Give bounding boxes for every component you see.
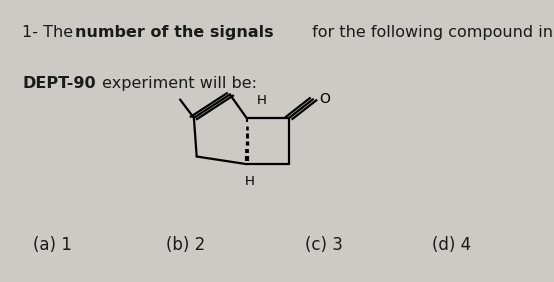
Text: experiment will be:: experiment will be: [97, 76, 257, 91]
Text: (c) 3: (c) 3 [305, 236, 342, 254]
Text: 1- The: 1- The [22, 25, 79, 40]
Text: (a) 1: (a) 1 [33, 236, 72, 254]
Text: (b) 2: (b) 2 [166, 236, 206, 254]
Text: H: H [257, 94, 266, 107]
Text: (d) 4: (d) 4 [432, 236, 471, 254]
Text: O: O [320, 92, 331, 106]
Text: for the following compound in: for the following compound in [307, 25, 553, 40]
Text: DEPT-90: DEPT-90 [22, 76, 96, 91]
Text: number of the signals: number of the signals [75, 25, 274, 40]
Text: H: H [244, 175, 254, 188]
